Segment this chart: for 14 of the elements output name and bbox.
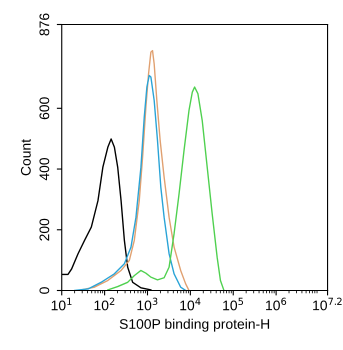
y-tick-label: 0	[39, 287, 50, 294]
x-tick-label: 10$^{1}$	[52, 298, 72, 310]
x-tick-label: 10$^{4}$	[180, 298, 200, 310]
y-tick-label: 876	[39, 14, 50, 36]
x-tick-label: 10$^{3}$	[137, 298, 158, 310]
x-tick-label: 10$^{7.2}$	[313, 298, 342, 310]
x-tick-label: 10$^{5}$	[223, 298, 244, 310]
x-tick-label: 10$^{6}$	[266, 298, 286, 310]
y-tick-label: 200	[39, 218, 50, 241]
y-tick-label: 400	[39, 158, 50, 180]
y-tick-label: 600	[39, 97, 50, 120]
y-axis-title: Count	[20, 139, 31, 176]
x-axis-title: S100P binding protein-H	[120, 318, 270, 332]
x-tick-label: 10$^{2}$	[94, 298, 114, 310]
